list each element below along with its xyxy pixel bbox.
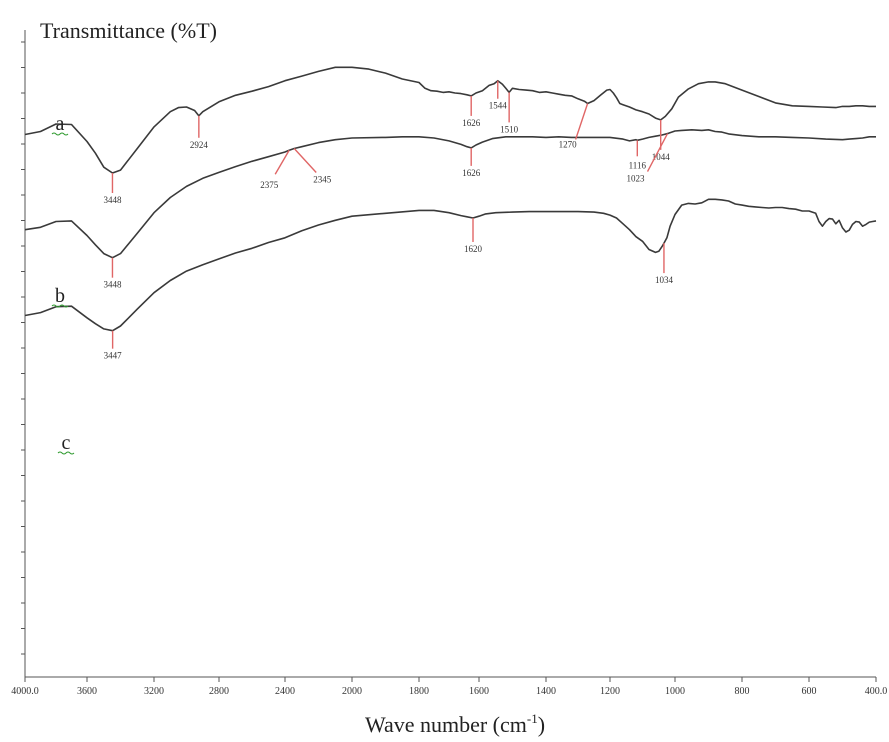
x-axis-label-end: ) xyxy=(538,712,545,737)
x-tick-label: 1400 xyxy=(536,686,556,697)
series-label-underline xyxy=(51,304,69,308)
peak-marker xyxy=(274,149,290,175)
peak-label: 1620 xyxy=(464,244,483,254)
peak-label: 2375 xyxy=(260,180,279,190)
x-tick-label: 800 xyxy=(735,686,750,697)
peak-label: 1626 xyxy=(462,168,481,178)
x-axis-label-main: Wave number (cm xyxy=(365,712,527,737)
x-tick-label: 2400 xyxy=(275,686,295,697)
peak-label: 1270 xyxy=(559,140,578,150)
peak-label: 3448 xyxy=(103,280,122,290)
peak-label: 3448 xyxy=(103,195,122,205)
x-tick-label: 1600 xyxy=(469,686,489,697)
peak-label: 1544 xyxy=(489,101,508,111)
x-tick-label: 3600 xyxy=(77,686,97,697)
peak-label: 2924 xyxy=(190,140,209,150)
x-tick-label: 400.0 xyxy=(865,686,888,697)
x-tick-label: 1200 xyxy=(600,686,620,697)
series-line-a xyxy=(24,66,876,174)
series-label-underline xyxy=(51,132,69,136)
peak-label: 3447 xyxy=(104,351,123,361)
peak-label: 1023 xyxy=(627,174,646,184)
x-tick-label: 1800 xyxy=(409,686,429,697)
x-axis-label-sup: -1 xyxy=(527,711,538,726)
peak-label: 1044 xyxy=(652,152,671,162)
peak-label: 1510 xyxy=(500,124,519,134)
peak-label: 2345 xyxy=(313,174,332,184)
series-labels: a b c xyxy=(51,113,75,455)
peak-marker xyxy=(293,148,317,173)
x-tick-label: 3200 xyxy=(144,686,164,697)
series-line-b xyxy=(24,129,876,259)
x-tick-label: 1000 xyxy=(665,686,685,697)
series-label-underline xyxy=(57,451,75,455)
x-tick-label: 2000 xyxy=(342,686,362,697)
peak-marker xyxy=(646,133,669,172)
peak-label: 1626 xyxy=(462,118,481,128)
x-axis-label: Wave number (cm-1) xyxy=(365,711,545,737)
x-tick-label: 4000.0 xyxy=(11,686,39,697)
series-label-a: a xyxy=(56,113,65,135)
axes: 4000.0 3600 3200 2800 2400 2000 1800 1600 1400 12… xyxy=(11,30,887,697)
x-tick-label: 2800 xyxy=(209,686,229,697)
series-line-c xyxy=(24,198,877,332)
chart-title: Transmittance (%T) xyxy=(40,18,217,43)
peak-annotations: 3448 2924 1626 1544 1510 1270 1044 3448 2375 2345… xyxy=(103,80,674,361)
series-label-c: c xyxy=(62,432,71,454)
peak-marker xyxy=(574,103,589,140)
x-tick-label: 600 xyxy=(802,686,817,697)
series-layer xyxy=(24,66,877,332)
peak-label: 1034 xyxy=(655,275,674,285)
series-label-b: b xyxy=(55,285,65,307)
peak-label: 1116 xyxy=(629,160,647,170)
